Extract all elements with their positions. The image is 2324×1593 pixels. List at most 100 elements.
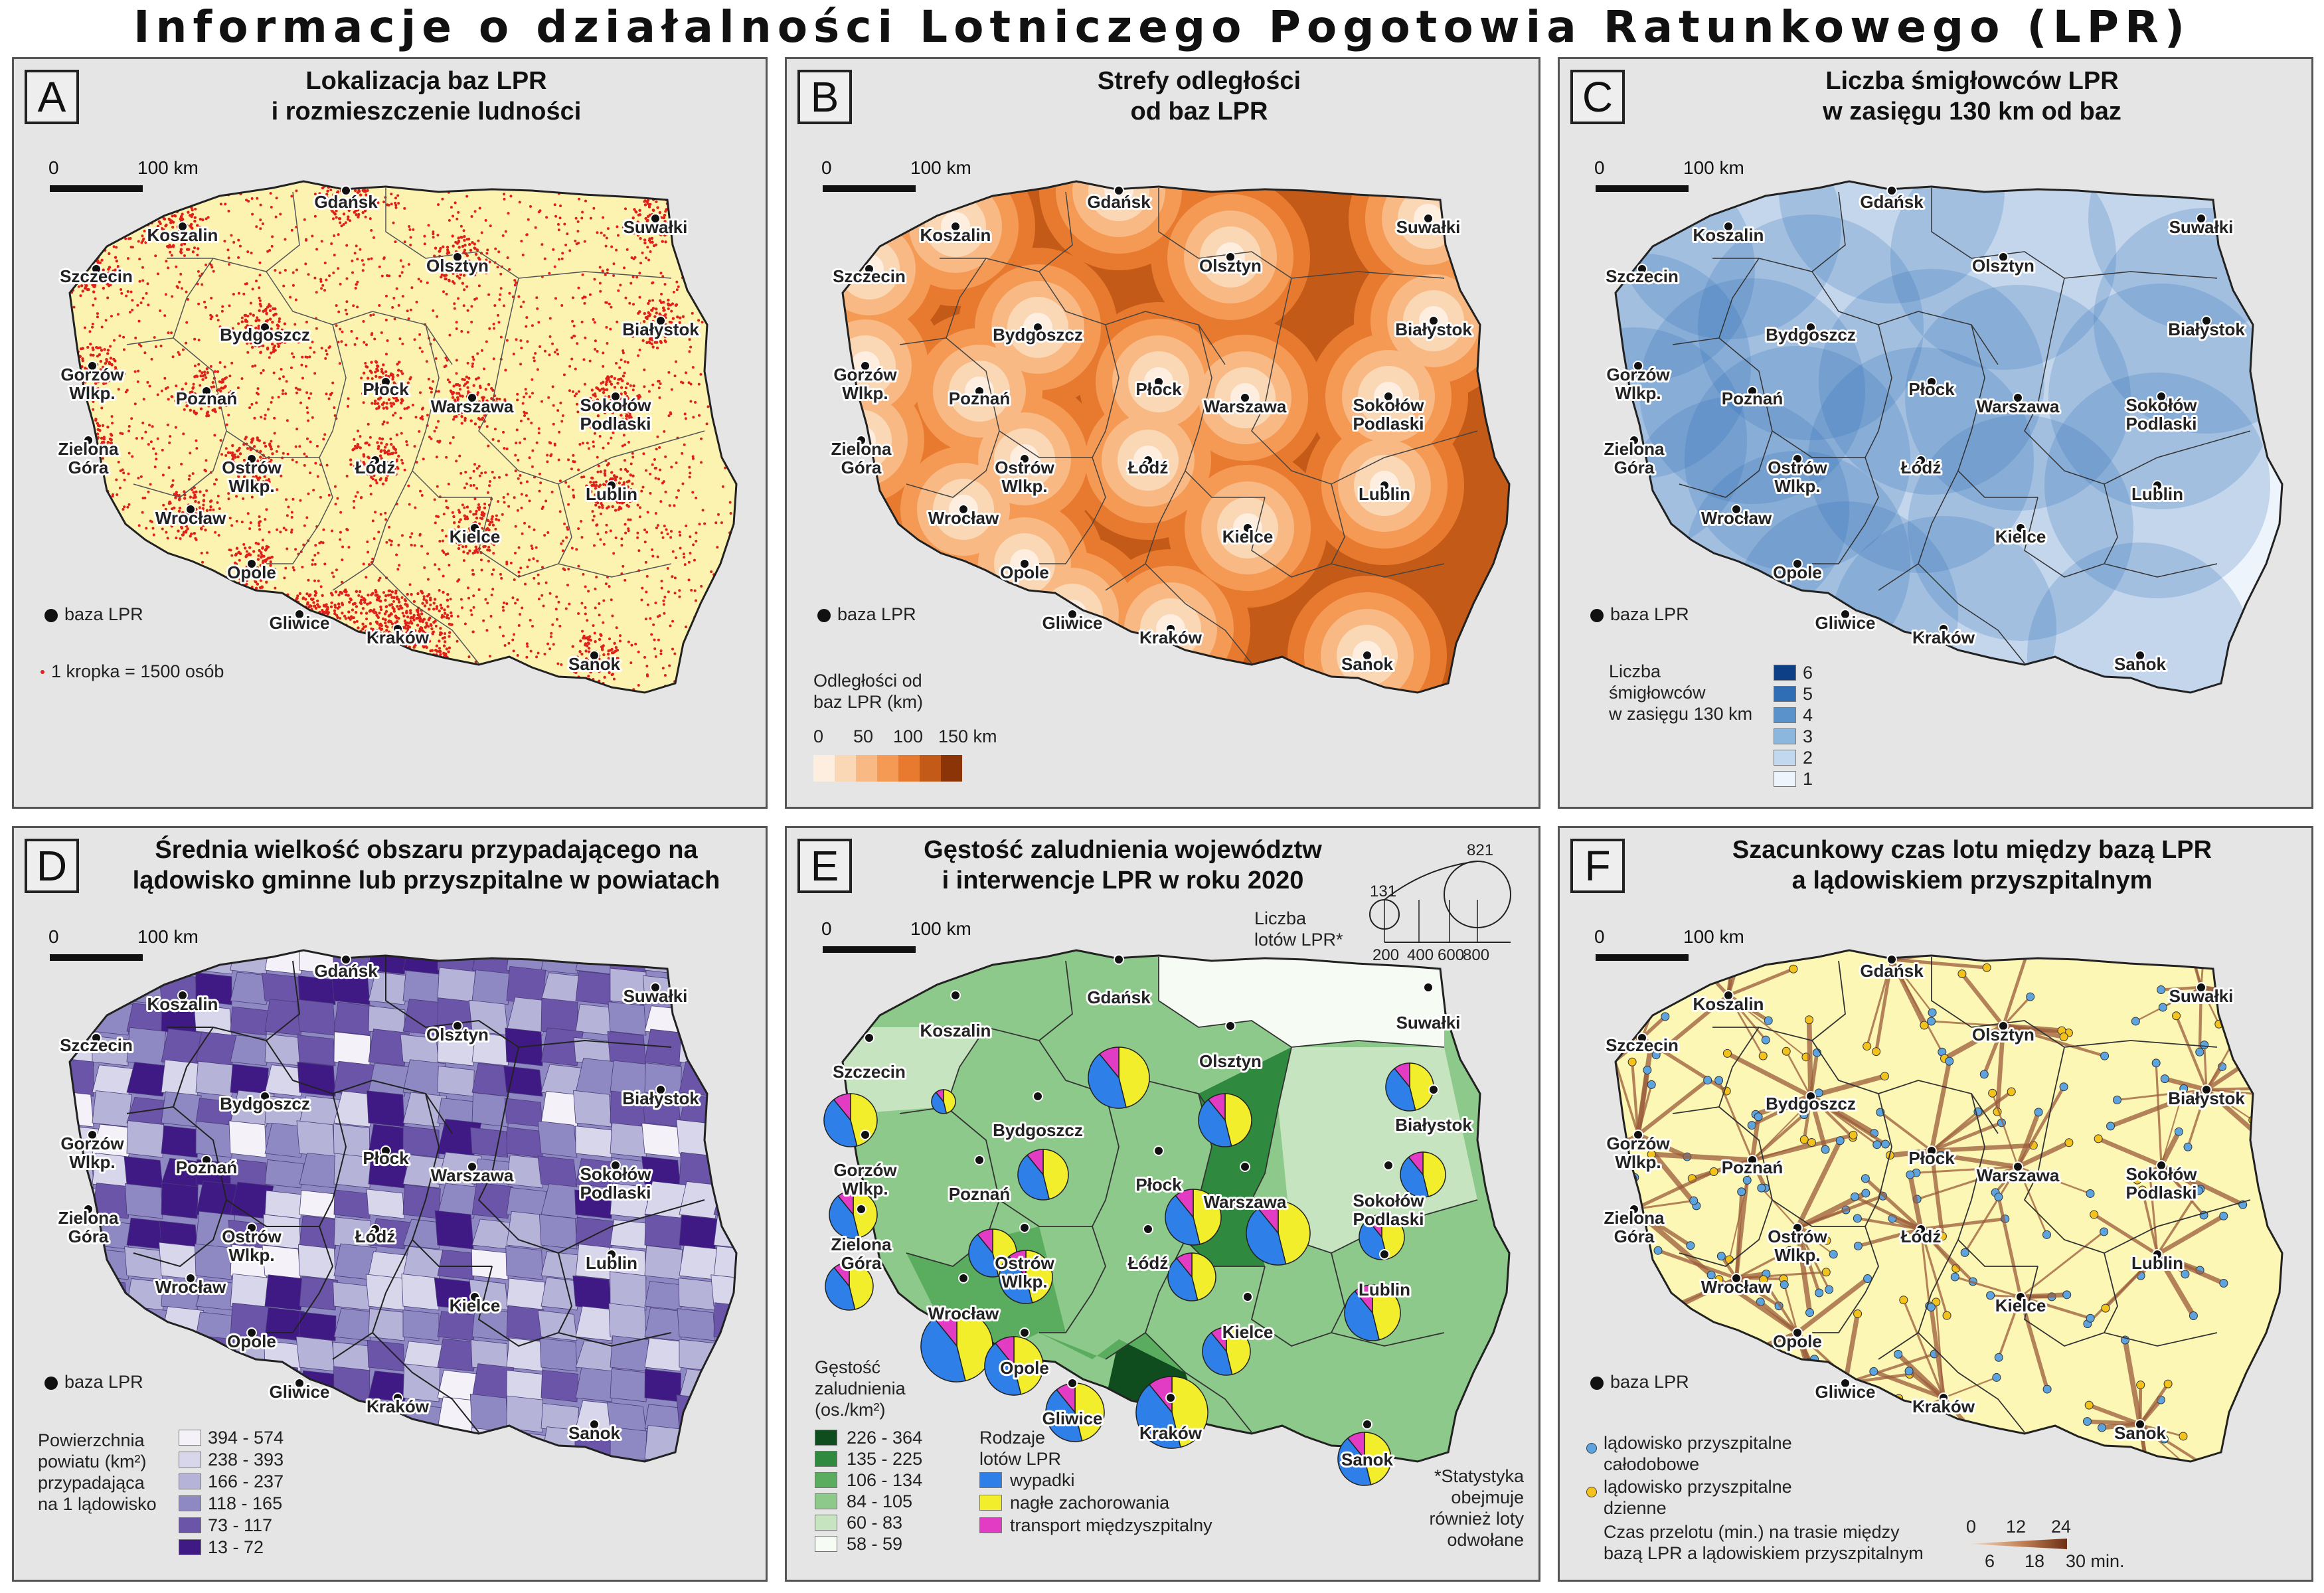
legend-title-1: Liczba (1609, 661, 1661, 681)
city-label: Koszalin (147, 225, 218, 245)
city-marker: Zielona Góra (829, 1204, 894, 1275)
route-ray (1616, 1041, 1639, 1135)
flights-pie (1167, 1252, 1216, 1301)
city-label: Opole (1773, 562, 1822, 582)
city-marker: Gorzów Wlkp. (58, 1130, 126, 1174)
hospital-dot (1825, 1285, 1834, 1294)
time-tick-bottom: 30 min. (2066, 1551, 2125, 1571)
flights-tick: 200 (1372, 946, 1400, 964)
city-marker: Olsztyn (1197, 252, 1264, 278)
route-ray (1633, 1199, 1694, 1211)
route-ray (1991, 1092, 2019, 1167)
voivodeship-border (226, 1093, 347, 1227)
route-ray (1997, 1296, 2022, 1358)
type-swatch (979, 1472, 1002, 1488)
flights-pie (1198, 1093, 1252, 1147)
hospital-dot (1740, 1349, 1750, 1358)
city-label: Kraków (1139, 628, 1203, 647)
city-label: Opole (227, 562, 276, 582)
base-dot-icon (467, 392, 477, 403)
base-dot-icon (1792, 1222, 1803, 1233)
map-e: Gdańsk Koszalin Suwałki Olsztyn Szczecin Biał… (823, 861, 1511, 1486)
pie-slice (1025, 1250, 1053, 1303)
voivodeship-border (226, 324, 347, 458)
city-label: Bydgoszcz (993, 325, 1083, 345)
city-label: Wrocław (928, 508, 999, 528)
panel-letter: C (1570, 70, 1625, 124)
route-ray (1762, 1278, 1799, 1334)
land (1616, 181, 2282, 693)
base-dot-icon (294, 609, 305, 620)
class-swatch (179, 1430, 201, 1446)
city-marker: Koszalin (918, 990, 993, 1043)
base-dot-icon (2135, 1419, 2145, 1430)
base-dot-icon (1019, 454, 1030, 464)
base-dot-icon (260, 322, 270, 333)
hospital-dot (1734, 907, 1742, 915)
route-ray (1960, 972, 2005, 1027)
base-dot-icon (87, 1130, 98, 1140)
flights-pie (931, 1089, 956, 1114)
city-marker: Gdańsk (1085, 954, 1153, 1009)
city-marker: Olsztyn (1970, 1021, 2036, 1047)
route-ray (1795, 1276, 1869, 1335)
hospital-dot (1882, 905, 1890, 913)
distance-swatch (898, 755, 920, 782)
city-label: Koszalin (920, 225, 991, 245)
voivodeship-border (1331, 1252, 1345, 1333)
city-label: Ostrów Wlkp. (995, 458, 1054, 496)
hospital-dot (1854, 1409, 1863, 1418)
hospital-dot (1799, 1110, 1809, 1120)
hospital-dot (1737, 1187, 1746, 1197)
route-ray (2001, 950, 2031, 1027)
footnote-3: również loty (1429, 1509, 1524, 1529)
city-marker: Łódź (1126, 455, 1170, 479)
hospital-dot (2153, 1519, 2161, 1527)
route-ray (1616, 1005, 1643, 1039)
city-marker: Sokołów Podlaski (1351, 1160, 1426, 1231)
route-ray (1810, 1095, 1878, 1145)
base-dot-icon (1998, 1021, 2009, 1031)
city-label: Koszalin (147, 994, 218, 1014)
hospital-dot (1714, 1275, 1724, 1284)
hospital-dot (1814, 1088, 1823, 1098)
base-dot-icon (380, 1145, 391, 1156)
city-label: Płock (363, 1148, 409, 1168)
class-swatch (179, 1452, 201, 1467)
hospital-dot (2007, 1087, 2016, 1096)
legend-tick: 100 (893, 726, 924, 746)
city-label: Gdańsk (1860, 192, 1924, 212)
legend-title-2: powiatu (km²) (38, 1452, 147, 1471)
base-dot-icon (1633, 1130, 1643, 1140)
route-ray (2187, 1089, 2208, 1147)
city-marker: Szczecin (58, 1033, 135, 1057)
base-dot-icon (1242, 523, 1253, 533)
city-label: Kraków (367, 628, 430, 647)
city-marker: Kraków (1137, 1392, 1204, 1445)
pie-slice (1193, 1189, 1222, 1245)
flights-pie (984, 1336, 1044, 1396)
city-label: Koszalin (920, 1021, 991, 1041)
city-label: Lublin (1359, 1280, 1410, 1300)
density-swatch (815, 1430, 837, 1446)
pie-slice (829, 1195, 860, 1239)
city-label: Zielona Góra (1604, 439, 1665, 477)
base-dot-icon (1143, 455, 1153, 465)
base-dot-icon (860, 1130, 871, 1140)
hospital-dot (1807, 1137, 1816, 1147)
pie-slice (1210, 1327, 1227, 1353)
hospital-dot (1945, 1056, 1954, 1066)
pie-slice (1008, 1250, 1027, 1279)
city-marker: Opole (998, 1327, 1051, 1380)
base-dot-icon (1428, 1084, 1439, 1095)
city-marker: Opole (1771, 1327, 1824, 1353)
voivodeship-border (906, 337, 1000, 498)
hospital-dot (1714, 1076, 1724, 1085)
hospital-dot (2062, 1290, 2072, 1300)
voivodeship-border (477, 1047, 705, 1254)
legend-tick: 150 km (938, 726, 997, 746)
route-ray (2203, 1045, 2208, 1090)
city-label: Sanok (2114, 1423, 2167, 1443)
voivodeship-border (1158, 188, 1445, 279)
flights-pie (1246, 1201, 1311, 1266)
